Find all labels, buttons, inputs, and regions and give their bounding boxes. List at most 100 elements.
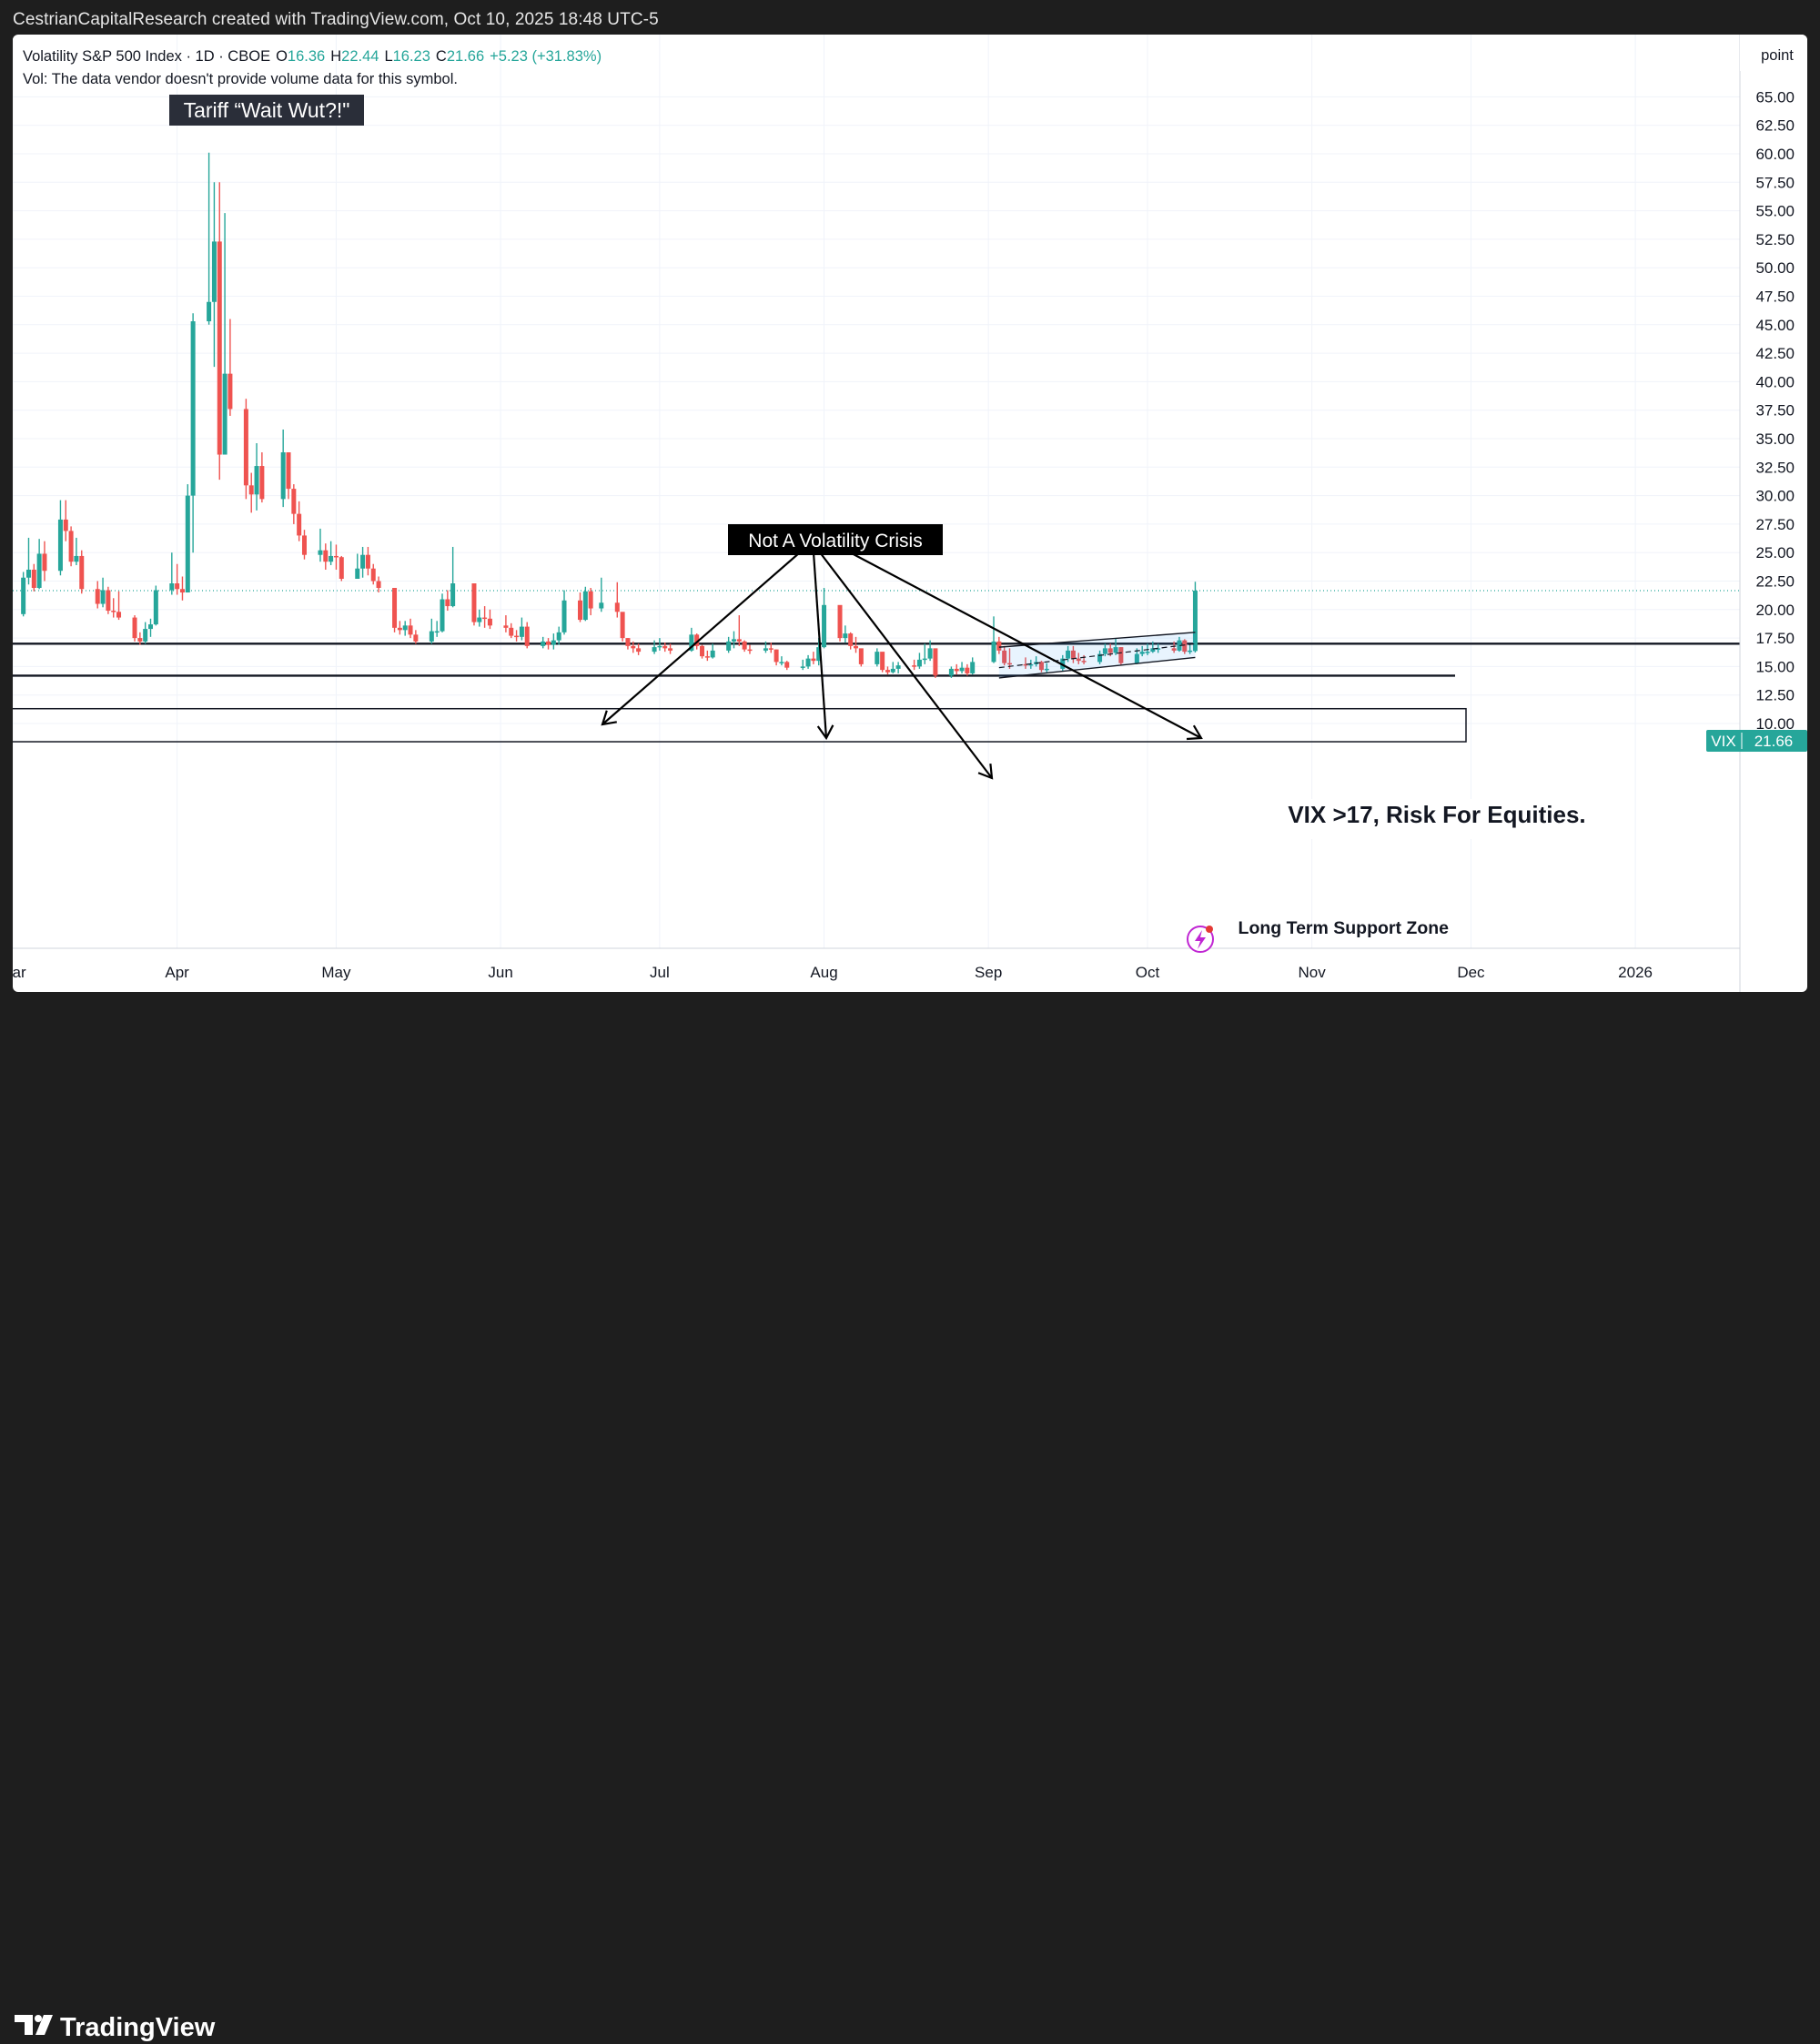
candle-body — [991, 641, 996, 663]
candle — [858, 648, 864, 667]
legend-c-value: 21.66 — [447, 48, 484, 65]
candle — [885, 666, 890, 675]
scale-mode-bg — [1740, 35, 1807, 71]
candle-body — [503, 625, 509, 628]
x-tick-label: 2026 — [1618, 964, 1653, 981]
legend-l-label: L — [384, 48, 392, 65]
candle — [392, 588, 398, 632]
candle — [175, 563, 180, 595]
candle — [843, 625, 848, 643]
legend-line: Volatility S&P 500 Index · 1D · CBOE O16.… — [23, 48, 602, 65]
candle — [291, 484, 297, 524]
candle-body — [578, 600, 582, 621]
candle — [370, 563, 376, 585]
candle-body — [190, 321, 196, 496]
candle-body — [948, 668, 954, 676]
candle-body — [890, 668, 895, 673]
candle — [355, 553, 360, 579]
candle-body — [370, 568, 376, 582]
candle-body — [662, 645, 668, 649]
tradingview-logo[interactable]: TradingView — [13, 2008, 268, 2044]
candle — [1113, 638, 1118, 655]
candle-body — [79, 555, 85, 590]
y-tick-label: 10.00 — [1755, 715, 1795, 733]
candle — [329, 541, 334, 565]
candle-body — [1081, 661, 1087, 663]
candle — [768, 643, 774, 653]
candle — [1192, 582, 1198, 653]
y-tick-label: 45.00 — [1755, 317, 1795, 334]
candle — [132, 615, 137, 642]
annotation-arrows — [601, 551, 1203, 780]
candle — [700, 644, 705, 659]
candle — [1044, 663, 1049, 673]
candle — [970, 657, 976, 675]
chart-panel[interactable]: Mar Apr May Jun Jul Aug Sep Oct Nov Dec 2026 10.00 1… — [13, 35, 1807, 992]
candle-body — [668, 648, 673, 651]
candle-body — [248, 485, 254, 495]
candle — [68, 526, 74, 567]
x-tick-label: Mar — [13, 964, 26, 981]
lightning-icon[interactable] — [1187, 926, 1214, 953]
candle — [582, 586, 588, 622]
candle-body — [880, 652, 885, 671]
candle — [811, 652, 816, 664]
candle — [185, 484, 190, 593]
level-lines — [13, 590, 1740, 677]
candle-body — [143, 629, 148, 642]
candle — [614, 582, 620, 618]
candle-body — [106, 590, 111, 612]
candle-body — [360, 554, 366, 569]
candle — [57, 500, 63, 576]
candle-body — [1182, 640, 1188, 653]
y-tick-label: 32.50 — [1755, 459, 1795, 476]
candle-body — [339, 557, 344, 579]
candle — [1177, 636, 1182, 653]
candle — [222, 213, 228, 455]
candle-body — [1171, 648, 1177, 651]
candle-body — [1192, 591, 1198, 652]
candle — [408, 618, 413, 639]
candle-body — [1044, 668, 1049, 671]
candle — [837, 604, 843, 642]
candlestick-chart[interactable]: Mar Apr May Jun Jul Aug Sep Oct Nov Dec 2026 10.00 1… — [13, 35, 1807, 992]
candle-body — [774, 649, 779, 663]
candle-body — [652, 647, 657, 653]
candle — [95, 581, 100, 609]
candle-body — [916, 659, 922, 667]
x-tick-label: May — [321, 964, 351, 981]
candle-body — [323, 550, 329, 562]
candle — [551, 633, 556, 650]
candle — [1139, 645, 1145, 657]
legend-c-label: C — [436, 48, 447, 65]
candle-body — [854, 645, 859, 649]
candle — [916, 653, 922, 669]
candle — [228, 319, 233, 416]
candle-body — [588, 591, 593, 609]
candle-body — [700, 645, 705, 657]
watermark-text: CestrianCapitalResearch created with Tra… — [13, 10, 659, 29]
candle — [991, 616, 996, 663]
scale-mode-button[interactable]: point — [1761, 47, 1794, 64]
candle — [402, 621, 408, 636]
candle — [509, 622, 514, 639]
candle — [297, 501, 302, 541]
candle — [318, 528, 323, 562]
candle — [211, 182, 217, 368]
candle-body — [450, 583, 456, 607]
candle — [965, 663, 970, 676]
y-tick-label: 47.50 — [1755, 288, 1795, 306]
candle — [360, 546, 366, 578]
candle-body — [885, 670, 890, 673]
candle-body — [1177, 640, 1182, 651]
candle-body — [959, 667, 965, 672]
channel-lower — [998, 656, 1196, 679]
candle-body — [965, 667, 970, 673]
candle-body — [445, 599, 450, 607]
candle — [578, 592, 582, 622]
candle-body — [408, 625, 413, 635]
candle — [922, 643, 927, 664]
support-zone-box — [13, 707, 1467, 743]
y-tick-label: 12.50 — [1755, 687, 1795, 704]
legend-symbol: Volatility S&P 500 Index · 1D · CBOE — [23, 48, 270, 65]
